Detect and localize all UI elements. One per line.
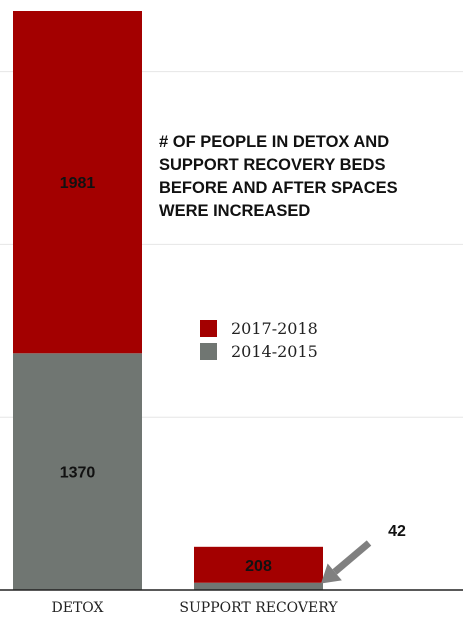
chart-title-line: BEFORE AND AFTER SPACES bbox=[159, 179, 398, 197]
legend-item-2017-2018: 2017-2018 bbox=[200, 317, 318, 340]
legend-item-2014-2015: 2014-2015 bbox=[200, 340, 318, 363]
x-tick-label: SUPPORT RECOVERY bbox=[179, 600, 338, 616]
data-label: 208 bbox=[245, 558, 272, 575]
chart-title-line: SUPPORT RECOVERY BEDS bbox=[159, 156, 386, 174]
callout: 42 bbox=[321, 523, 406, 584]
bar-segment bbox=[13, 353, 142, 590]
x-tick-label: DETOX bbox=[52, 600, 104, 616]
callout-arrow-shaft bbox=[332, 540, 372, 575]
legend-swatch bbox=[200, 343, 217, 360]
callout-label: 42 bbox=[388, 523, 406, 540]
legend-label: 2017-2018 bbox=[231, 319, 318, 338]
x-axis-ticks: DETOX SUPPORT RECOVERY bbox=[52, 600, 339, 616]
chart-title: # OF PEOPLE IN DETOX AND SUPPORT RECOVER… bbox=[159, 131, 459, 223]
bar-segment bbox=[194, 582, 323, 590]
legend: 2017-2018 2014-2015 bbox=[200, 317, 318, 363]
data-label: 1370 bbox=[60, 465, 96, 482]
legend-swatch bbox=[200, 320, 217, 337]
bars bbox=[13, 11, 323, 590]
chart-title-line: # OF PEOPLE IN DETOX AND bbox=[159, 133, 390, 151]
data-labels: 1370 1981 208 bbox=[60, 175, 272, 575]
bar-segment bbox=[13, 11, 142, 354]
chart-title-line: WERE INCREASED bbox=[159, 202, 311, 220]
legend-label: 2014-2015 bbox=[231, 342, 318, 361]
data-label: 1981 bbox=[60, 175, 96, 192]
callout-arrow-head bbox=[321, 563, 342, 584]
bar-segment bbox=[194, 546, 323, 583]
